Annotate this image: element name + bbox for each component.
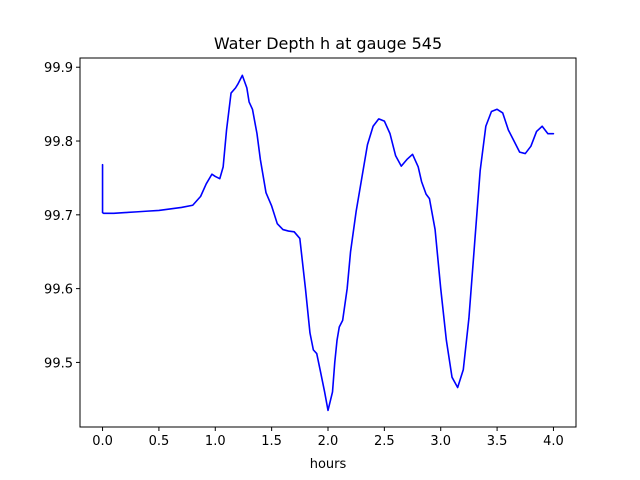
x-tick-label: 0.0 — [92, 434, 113, 449]
y-tick-label: 99.8 — [44, 135, 73, 150]
plot-frame — [79, 57, 577, 428]
y-axis: 99.5 99.6 99.7 99.8 99.9 — [44, 61, 80, 371]
chart-title: Water Depth h at gauge 545 — [214, 34, 442, 53]
series-line — [101, 74, 555, 412]
x-tick-label: 2.5 — [374, 434, 395, 449]
x-tick-label: 0.5 — [149, 434, 170, 449]
x-axis-title: hours — [310, 457, 347, 472]
x-tick-label: 3.0 — [430, 434, 451, 449]
x-tick-label: 3.5 — [487, 434, 508, 449]
x-tick-label: 1.0 — [205, 434, 226, 449]
y-tick-label: 99.9 — [44, 61, 73, 76]
x-tick-label: 1.5 — [261, 434, 282, 449]
y-tick-label: 99.6 — [44, 283, 73, 298]
y-tick-label: 99.7 — [44, 209, 73, 224]
x-axis: 0.0 0.5 1.0 1.5 2.0 2.5 3.0 3.5 4.0 — [92, 427, 564, 449]
x-tick-label: 4.0 — [543, 434, 564, 449]
x-tick-label: 2.0 — [318, 434, 339, 449]
y-tick-label: 99.5 — [44, 356, 73, 371]
plot-area — [101, 74, 555, 412]
